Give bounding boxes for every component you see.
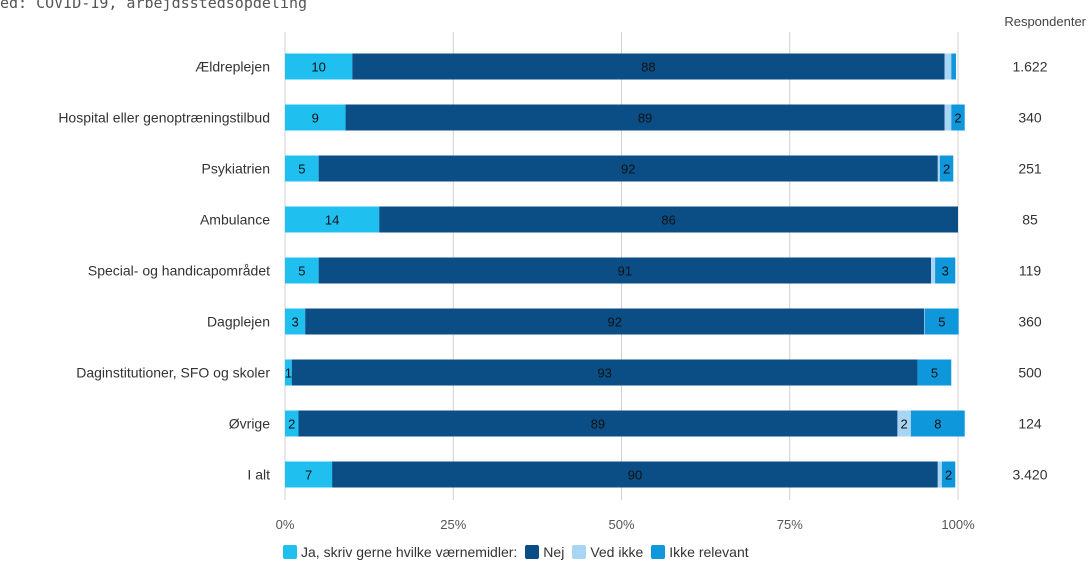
data-label: 92: [608, 315, 622, 330]
legend-swatch: [572, 545, 587, 559]
data-label: 5: [298, 162, 305, 177]
data-label: 2: [945, 468, 952, 483]
data-label: 2: [954, 111, 961, 126]
stacked-bar-chart: 0% 25% 50% 75% 100% Ældreplejen 10 88 1.622 Hospi…: [58, 32, 1048, 532]
legend-swatch: [651, 545, 666, 559]
category-label: I alt: [247, 467, 270, 483]
bar-segment: [910, 410, 965, 437]
respondents-value: 3.420: [1012, 467, 1047, 483]
legend-label: Nej: [543, 544, 565, 560]
bar-segment: [944, 104, 952, 131]
category-label: Ambulance: [200, 212, 270, 228]
bar-segment: [379, 206, 959, 233]
legend-item: Nej: [525, 544, 564, 560]
bar-segment: [897, 410, 911, 437]
x-tick-label: 50%: [608, 517, 634, 532]
data-label: 88: [641, 60, 655, 75]
bar-segment: [917, 359, 952, 386]
legend-item: Ikke relevant: [651, 544, 749, 560]
data-label: 89: [638, 111, 652, 126]
bar-segment: [931, 257, 936, 284]
bar-segment: [305, 308, 925, 335]
data-label: 3: [291, 315, 298, 330]
page-title: ed: COVID-19, arbejdsstedsopdeling: [0, 0, 308, 12]
legend-label: Ved ikke: [590, 544, 644, 560]
bar-segment: [951, 53, 956, 80]
x-tick-label: 25%: [440, 517, 466, 532]
bar-segment: [332, 461, 938, 488]
bar-segment: [939, 155, 954, 182]
category-label: Daginstitutioner, SFO og skoler: [76, 365, 270, 381]
category-label: Hospital eller genoptræningstilbud: [58, 110, 270, 126]
data-label: 89: [591, 417, 605, 432]
bar-segment: [345, 104, 945, 131]
x-tick-label: 0%: [276, 517, 295, 532]
category-label: Ældreplejen: [195, 59, 270, 75]
bar-segment: [937, 461, 942, 488]
legend-item: Ved ikke: [572, 544, 643, 560]
bar-segment: [318, 155, 938, 182]
bar-segment: [285, 410, 299, 437]
data-label: 93: [597, 366, 611, 381]
bar-segment: [941, 461, 956, 488]
bar-segment: [285, 359, 292, 386]
data-label: 91: [618, 264, 632, 279]
bar-segment: [925, 308, 959, 335]
data-label: 5: [931, 366, 938, 381]
bar-segment: [285, 308, 306, 335]
respondents-value: 500: [1018, 365, 1042, 381]
data-label: 14: [325, 213, 339, 228]
category-label: Dagplejen: [207, 314, 270, 330]
data-label: 3: [942, 264, 949, 279]
bar-segment: [944, 53, 952, 80]
data-label: 86: [661, 213, 675, 228]
category-label: Øvrige: [229, 416, 270, 432]
category-label: Special- og handicapområdet: [88, 263, 270, 279]
legend-swatch: [283, 545, 297, 559]
data-label: 7: [305, 468, 312, 483]
bar-segment: [285, 461, 333, 488]
respondents-value: 85: [1022, 212, 1038, 228]
respondents-value: 124: [1018, 416, 1042, 432]
data-label: 2: [288, 417, 295, 432]
bar-segment: [318, 257, 932, 284]
bar-segment: [352, 53, 945, 80]
bar-segment: [937, 155, 940, 182]
bar-segment: [285, 206, 380, 233]
data-label: 90: [628, 468, 642, 483]
legend-item: Ja, skriv gerne hvilke værnemidler:: [283, 544, 517, 560]
data-label: 5: [298, 264, 305, 279]
data-label: 10: [311, 60, 325, 75]
bar-segment: [291, 359, 918, 386]
bar-segment: [935, 257, 956, 284]
bar-segment: [285, 53, 353, 80]
respondents-value: 119: [1019, 263, 1042, 279]
respondents-value: 340: [1018, 110, 1042, 126]
bar-segment: [285, 257, 319, 284]
respondents-value: 360: [1018, 314, 1042, 330]
respondents-header: Respondenter: [1004, 14, 1086, 29]
respondents-value: 251: [1018, 161, 1042, 177]
data-label: 9: [312, 111, 319, 126]
data-label: 1: [285, 366, 292, 381]
data-label: 5: [938, 315, 945, 330]
bar-segment: [924, 308, 926, 335]
x-tick-label: 100%: [941, 517, 975, 532]
bar-segment: [285, 155, 319, 182]
x-tick-label: 75%: [777, 517, 803, 532]
bar-segment: [298, 410, 898, 437]
bar-segment: [951, 104, 965, 131]
legend-swatch: [525, 545, 540, 559]
legend-label: Ikke relevant: [669, 544, 749, 560]
data-label: 2: [901, 417, 908, 432]
category-label: Psykiatrien: [202, 161, 270, 177]
bar-segment: [285, 104, 346, 131]
legend-label: Ja, skriv gerne hvilke værnemidler:: [301, 544, 518, 560]
data-label: 8: [934, 417, 941, 432]
data-label: 2: [943, 162, 950, 177]
data-label: 92: [621, 162, 635, 177]
chart-legend: Ja, skriv gerne hvilke værnemidler: Nej Ve…: [283, 544, 757, 560]
respondents-value: 1.622: [1012, 59, 1047, 75]
